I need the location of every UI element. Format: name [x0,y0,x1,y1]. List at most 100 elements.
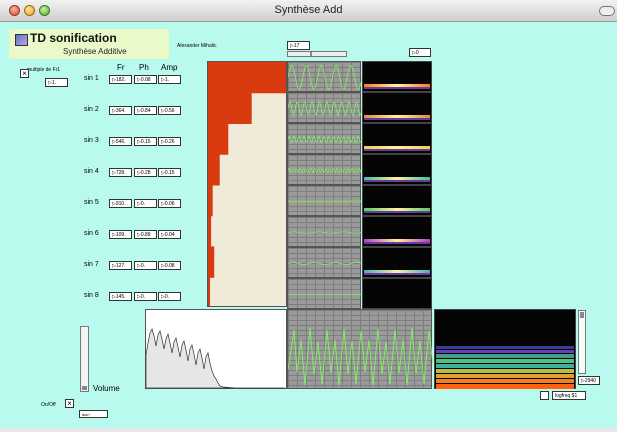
main-oscilloscope [287,309,433,389]
sine-ph-number[interactable]: ▷0. [134,261,157,270]
sine-ph-number[interactable]: ▷0. [134,292,157,301]
patch-title: TD sonification [30,31,117,45]
sine-label: sin 8 [84,292,99,299]
sine-label: sin 6 [84,230,99,237]
sonogram-band [436,354,574,358]
multiple-toggle[interactable]: × [20,69,29,78]
sine-amp-number[interactable]: ▷0.06 [158,199,181,208]
minimize-window-icon[interactable] [24,5,35,16]
window-titlebar: Synthèse Add [0,0,617,22]
sine-fr-number[interactable]: ▷364. [109,106,132,115]
spectrum-line [364,242,430,244]
spectrum-line [364,270,430,273]
sonogram-band [436,364,574,368]
logfreq-toggle[interactable] [540,391,549,400]
spectrum-line [364,177,430,180]
close-window-icon[interactable] [9,5,20,16]
spectrum-line [364,84,430,87]
scope-speed-knob[interactable] [310,52,312,56]
amplitude-bar [208,185,213,217]
onoff-toggle[interactable]: × [65,399,74,408]
sine-fr-number[interactable]: ▷728. [109,168,132,177]
scope-speed-slider[interactable] [287,51,347,57]
col-header-ph: Ph [139,63,149,72]
spectrum-line [364,149,430,151]
sine-spectrum [362,247,432,278]
sine-amp-number[interactable]: ▷0.56 [158,106,181,115]
sine-spectrum [362,216,432,247]
sine-amp-number[interactable]: ▷0.26 [158,137,181,146]
spectrum-envelope-display [145,309,287,389]
sine-spectrum [362,61,432,92]
onoff-label: On/Off [41,402,56,408]
sine-ph-number[interactable]: ▷0.89 [134,230,157,239]
spectrum-line [364,273,430,275]
sonogram-band [436,369,574,373]
toolbar-toggle-icon[interactable] [599,6,615,16]
sine-fr-number[interactable]: ▷546. [109,137,132,146]
sine-fr-number[interactable]: ▷182. [109,75,132,84]
sine-amp-number[interactable]: ▷0.04 [158,230,181,239]
sine-wave-path [288,135,362,144]
envelope-curve [145,328,285,389]
amplitude-bar [208,62,286,94]
sine-ph-number[interactable]: ▷0.28 [134,168,157,177]
spectrum-line [364,211,430,213]
sine-wave-path [288,65,362,90]
multiple-number[interactable]: ▷1. [45,78,68,87]
sine-waveform [288,294,362,295]
sine-label: sin 4 [84,168,99,175]
sine-oscilloscope [287,154,362,185]
sine-label: sin 7 [84,261,99,268]
sine-ph-number[interactable]: ▷0.08 [134,75,157,84]
sine-spectrum [362,278,432,309]
sine-amp-number[interactable]: ▷0.15 [158,168,181,177]
patch-header: TD sonification Synthèse Additive [9,29,169,59]
volume-slider-knob[interactable] [82,386,87,390]
volume-slider[interactable] [80,326,89,392]
amplitude-bar [208,92,252,124]
sine-wave-path [288,100,362,117]
sine-label: sin 5 [84,199,99,206]
spectrum-line [364,87,430,89]
volume-label: Volume [93,384,120,393]
sine-ph-number[interactable]: ▷0. [134,199,157,208]
amplitude-bar [208,123,229,155]
sine-wave-path [288,262,362,265]
spectro-gain-number[interactable]: ▷0 [409,48,431,57]
sine-fr-number[interactable]: ▷145. [109,292,132,301]
amplitude-bar [208,246,215,278]
logfreq-slider[interactable] [578,310,586,374]
sine-waveform [288,65,362,90]
col-header-fr: Fr [117,63,125,72]
window-title: Synthèse Add [274,4,343,16]
spectrum-line [364,146,430,149]
sine-fr-number[interactable]: ▷910. [109,199,132,208]
sine-oscilloscope [287,61,362,92]
sine-oscilloscope [287,92,362,123]
sine-label: sin 3 [84,137,99,144]
zoom-window-icon[interactable] [39,5,50,16]
sine-oscilloscope [287,216,362,247]
sonogram-band [436,384,574,389]
scope-speed-number[interactable]: ▷17 [287,41,310,50]
sine-fr-number[interactable]: ▷127. [109,261,132,270]
spectrum-line [364,118,430,120]
sine-amp-number[interactable]: ▷0. [158,292,181,301]
sine-waveform [288,231,362,234]
sine-oscilloscope [287,123,362,154]
sine-fr-number[interactable]: ▷109. [109,230,132,239]
sine-amp-number[interactable]: ▷0.08 [158,261,181,270]
sine-wave-path [288,231,362,234]
logfreq-number[interactable]: ▷2940 [578,376,600,385]
sonogram-band [436,374,574,378]
sonogram-band [436,346,574,349]
logfreq-message[interactable]: logfreq $1 [552,391,586,400]
sine-amp-number[interactable]: ▷1. [158,75,181,84]
app-logo-icon [15,34,28,46]
sine-ph-number[interactable]: ▷0.15 [134,137,157,146]
sonogram-band [436,359,574,363]
dac-object[interactable]: dac~ [79,410,108,418]
sine-ph-number[interactable]: ▷0.84 [134,106,157,115]
logfreq-slider-knob[interactable] [580,312,584,318]
